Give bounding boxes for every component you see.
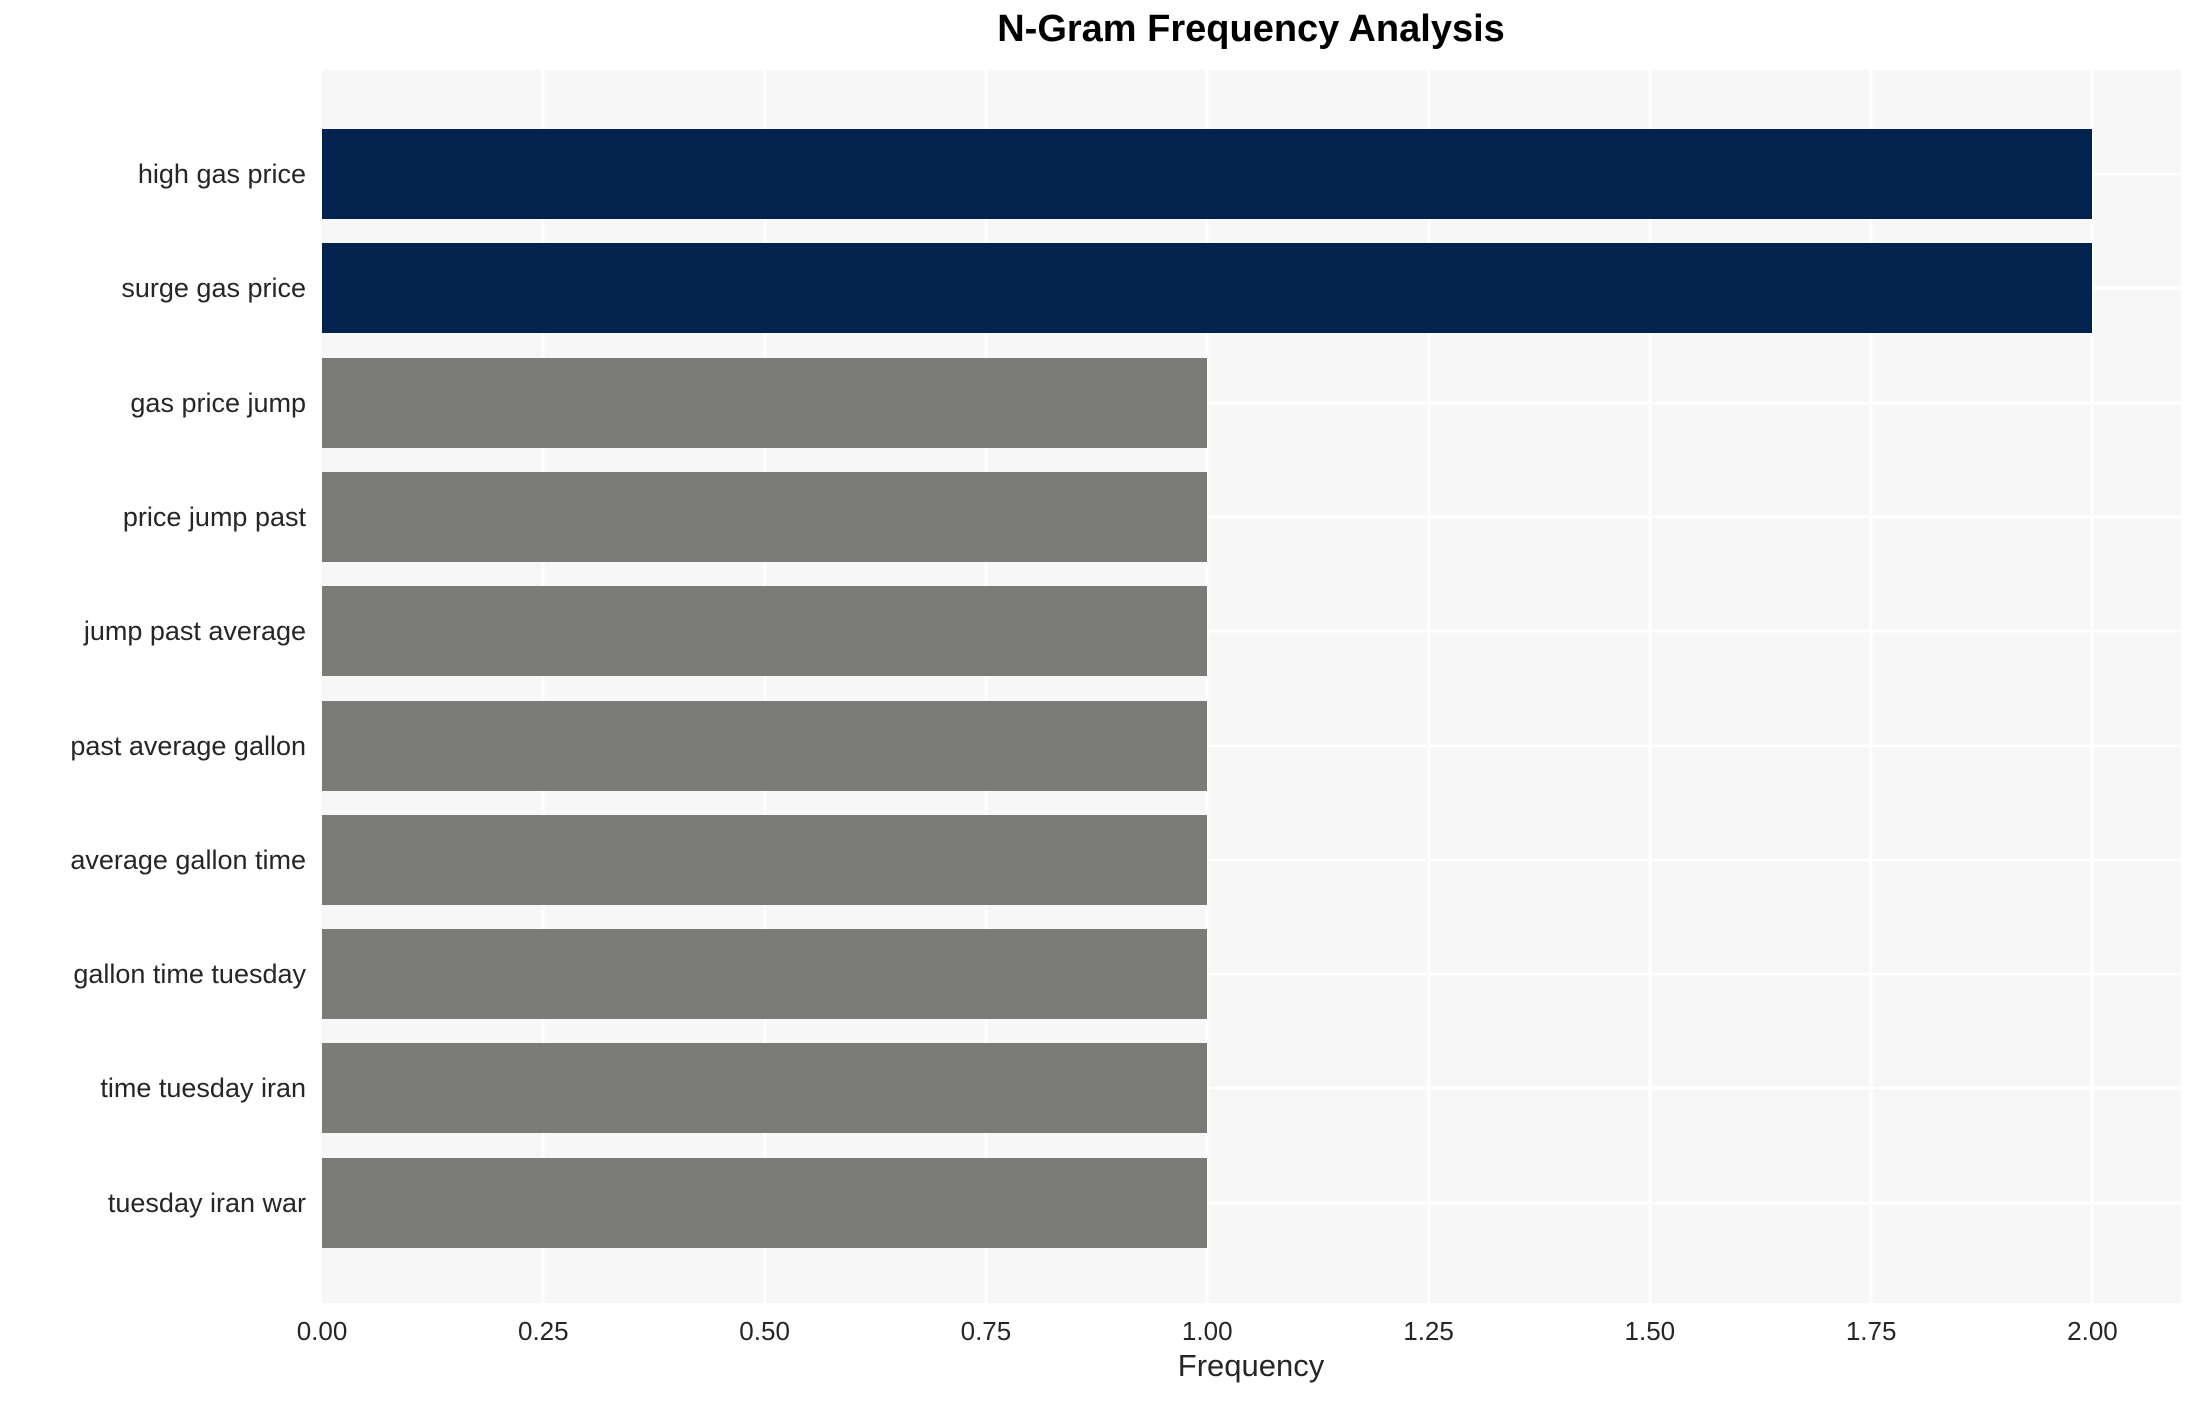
x-tick-label: 0.50 (739, 1316, 790, 1346)
bar-gallon-time-tuesday (322, 929, 1208, 1020)
y-tick-label: surge gas price (121, 273, 306, 304)
chart-title: N-Gram Frequency Analysis (997, 8, 1505, 50)
bar-time-tuesday-iran (322, 1043, 1208, 1134)
y-tick-label: price jump past (122, 501, 306, 532)
x-axis-title: Frequency (1177, 1348, 1325, 1383)
bar-average-gallon-time (322, 814, 1208, 905)
y-gridline (322, 629, 2181, 633)
y-tick-label: tuesday iran war (107, 1187, 306, 1218)
x-tick-label: 0.25 (517, 1316, 569, 1346)
x-tick-label: 1.50 (1624, 1316, 1676, 1346)
x-gridline (2090, 70, 2094, 1303)
y-gridline (322, 1086, 2181, 1090)
y-tick-label: average gallon time (70, 844, 306, 875)
x-gridline (1648, 70, 1652, 1303)
x-tick-label: 1.25 (1403, 1316, 1454, 1346)
y-tick-label: jump past average (83, 616, 306, 647)
bar-price-jump-past (322, 471, 1208, 562)
bar-tuesday-iran-war (322, 1157, 1208, 1248)
y-tick-label: time tuesday iran (100, 1073, 306, 1104)
x-gridline (541, 70, 545, 1303)
bar-surge-gas-price (322, 243, 2093, 334)
y-tick-label: high gas price (137, 159, 306, 189)
y-tick-label: gas price jump (130, 387, 306, 418)
x-tick-label: 1.75 (1845, 1316, 1897, 1346)
x-gridline (1205, 70, 1209, 1303)
y-gridline (322, 972, 2181, 976)
y-gridline (322, 858, 2181, 862)
plot-area (322, 70, 2181, 1303)
x-gridline (984, 70, 988, 1303)
x-tick-label: 1.00 (1181, 1316, 1233, 1346)
bar-gas-price-jump (322, 357, 1208, 448)
y-gridline (322, 401, 2181, 405)
bar-jump-past-average (322, 586, 1208, 677)
bar-high-gas-price (322, 129, 2093, 219)
bar-past-average-gallon (322, 700, 1208, 791)
y-gridline (322, 1201, 2181, 1205)
y-gridline (322, 744, 2181, 747)
x-tick-label: 2.00 (2067, 1316, 2118, 1346)
x-gridline (1869, 70, 1873, 1303)
x-gridline (1427, 70, 1431, 1303)
x-gridline (763, 70, 767, 1303)
x-tick-label: 0.00 (296, 1316, 348, 1346)
y-tick-label: past average gallon (70, 730, 306, 761)
x-tick-label: 0.75 (960, 1316, 1012, 1346)
y-tick-label: gallon time tuesday (73, 959, 306, 990)
y-gridline (322, 515, 2181, 519)
